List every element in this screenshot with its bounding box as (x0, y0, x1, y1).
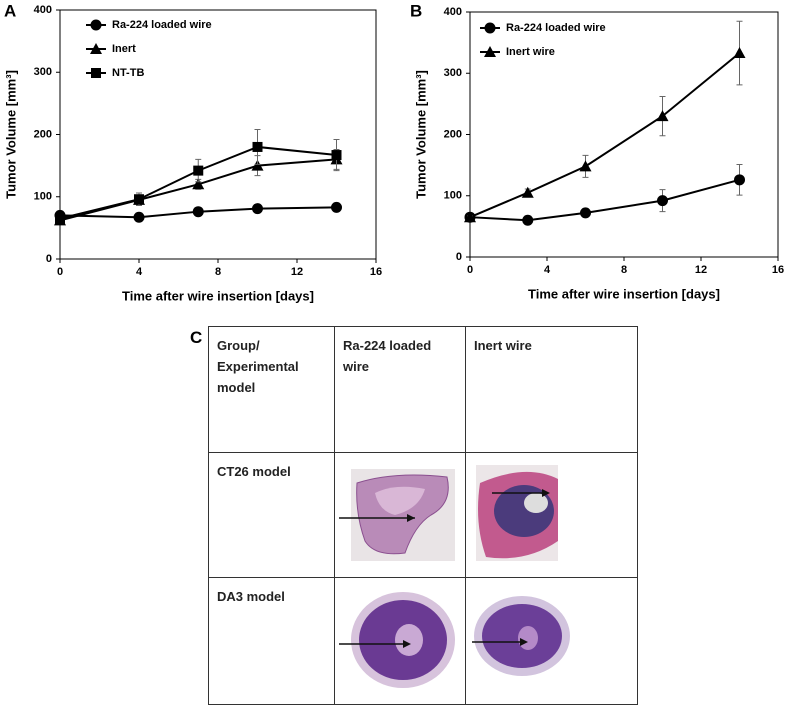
row-label: DA3 model (208, 577, 335, 705)
legend-label: Ra-224 loaded wire (506, 22, 606, 34)
image-cell (334, 577, 466, 705)
data-point (733, 47, 746, 59)
x-axis-title: Time after wire insertion [days] (122, 288, 314, 303)
arrow-head (520, 638, 528, 646)
data-point (579, 160, 592, 172)
legend-marker (484, 46, 496, 57)
legend-label: NT-TB (112, 67, 144, 79)
data-point (252, 203, 263, 215)
series-line (469, 52, 741, 219)
plot-frame (59, 9, 377, 260)
x-tick-label: 8 (621, 264, 627, 276)
arrow-head (403, 640, 411, 648)
x-tick-label: 16 (772, 264, 784, 276)
x-tick-label: 0 (57, 266, 63, 278)
data-point (521, 186, 534, 198)
legend-marker (484, 22, 496, 34)
legend-label: Ra-224 loaded wire (112, 19, 212, 31)
x-tick-label: 12 (695, 264, 707, 276)
arrow-head (407, 514, 415, 522)
data-point (192, 206, 204, 218)
y-tick-label: 100 (444, 190, 462, 202)
header-cell: Group/ Experimental model (208, 326, 335, 453)
image-cell (465, 577, 638, 705)
data-point (656, 110, 669, 122)
tissue-detail (375, 486, 425, 515)
row-label: CT26 model (208, 452, 335, 578)
legend-label: Inert (112, 43, 136, 55)
histology-image (472, 596, 570, 676)
histology-image (339, 592, 455, 688)
data-point (55, 213, 65, 224)
y-tick-label: 400 (444, 6, 462, 18)
y-tick-label: 100 (34, 191, 52, 203)
data-point (464, 211, 476, 223)
histology-image (339, 469, 455, 561)
header-cell: Ra-224 loaded wire (334, 326, 466, 453)
data-point (192, 178, 205, 190)
x-tick-label: 12 (291, 266, 303, 278)
x-tick-label: 4 (544, 264, 551, 276)
y-tick-label: 200 (34, 128, 52, 140)
data-point (522, 214, 534, 226)
y-tick-label: 300 (444, 67, 462, 79)
image-cell (334, 452, 466, 578)
legend-marker (90, 43, 102, 54)
header-cell: Inert wire (465, 326, 638, 453)
y-tick-label: 200 (444, 128, 462, 140)
x-tick-label: 4 (136, 266, 143, 278)
x-tick-label: 16 (370, 266, 382, 278)
y-tick-label: 0 (456, 251, 462, 263)
data-point (580, 207, 591, 219)
data-point (252, 141, 263, 152)
arrow-head (542, 489, 550, 497)
data-point (331, 150, 342, 161)
tissue-center (395, 624, 423, 656)
data-point (133, 211, 145, 223)
y-tick-label: 300 (34, 66, 52, 78)
data-point (251, 159, 264, 171)
image-cell (465, 452, 638, 578)
legend-marker (91, 68, 101, 78)
data-point (331, 201, 342, 213)
panel-label: C (190, 328, 203, 347)
data-point (193, 165, 204, 176)
y-tick-label: 400 (34, 4, 52, 16)
panel-label: B (410, 1, 422, 20)
tissue-center (524, 493, 548, 513)
data-point (134, 194, 144, 205)
legend-label: Inert wire (506, 46, 555, 58)
y-tick-label: 0 (46, 253, 52, 265)
y-axis-title: Tumor Volume [mm³] (413, 70, 428, 199)
histology-image (476, 465, 558, 561)
panel-label: A (4, 1, 16, 20)
data-point (657, 195, 668, 207)
x-tick-label: 8 (215, 266, 221, 278)
y-axis-title: Tumor Volume [mm³] (3, 70, 18, 199)
x-tick-label: 0 (467, 264, 473, 276)
comparison-table: Group/ Experimental model Ra-224 loaded … (208, 326, 638, 705)
legend-marker (90, 19, 102, 31)
data-point (734, 174, 745, 186)
x-axis-title: Time after wire insertion [days] (528, 286, 720, 301)
tissue-center (518, 626, 538, 650)
